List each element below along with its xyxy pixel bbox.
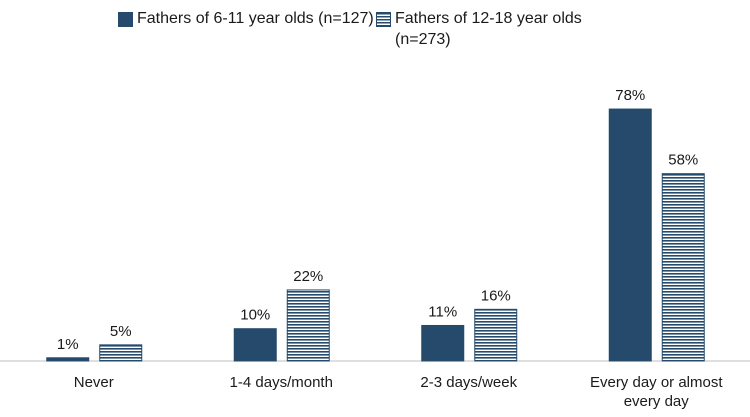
- legend-swatch: [118, 12, 133, 27]
- legend-item: Fathers of 12-18 year olds (n=273): [376, 8, 635, 50]
- bar: [233, 328, 277, 362]
- data-label: 58%: [668, 152, 698, 169]
- x-tick-label: Never: [73, 374, 114, 391]
- data-label: 78%: [615, 87, 645, 104]
- legend-label: Fathers of 12-18 year olds (n=273): [395, 10, 582, 48]
- bar: [99, 344, 143, 362]
- data-label: 22%: [293, 268, 323, 285]
- data-label: 16%: [481, 287, 511, 304]
- bar: [474, 308, 518, 362]
- data-label: 11%: [428, 303, 457, 320]
- x-tick-label: Every day or almost every day: [589, 374, 723, 410]
- bar: [421, 324, 465, 362]
- x-tick-label: 1-4 days/month: [229, 374, 333, 391]
- data-label: 5%: [110, 323, 132, 340]
- data-label: 1%: [57, 336, 79, 353]
- bar: [46, 357, 90, 362]
- bar: [286, 289, 330, 362]
- bar: [661, 173, 705, 362]
- data-label: 10%: [240, 307, 270, 324]
- bar: [608, 108, 652, 362]
- legend-swatch: [376, 12, 391, 27]
- legend-label: Fathers of 6-11 year olds (n=127): [137, 10, 374, 27]
- legend-item: Fathers of 6-11 year olds (n=127): [118, 8, 377, 29]
- x-tick-label: 2-3 days/week: [420, 374, 518, 391]
